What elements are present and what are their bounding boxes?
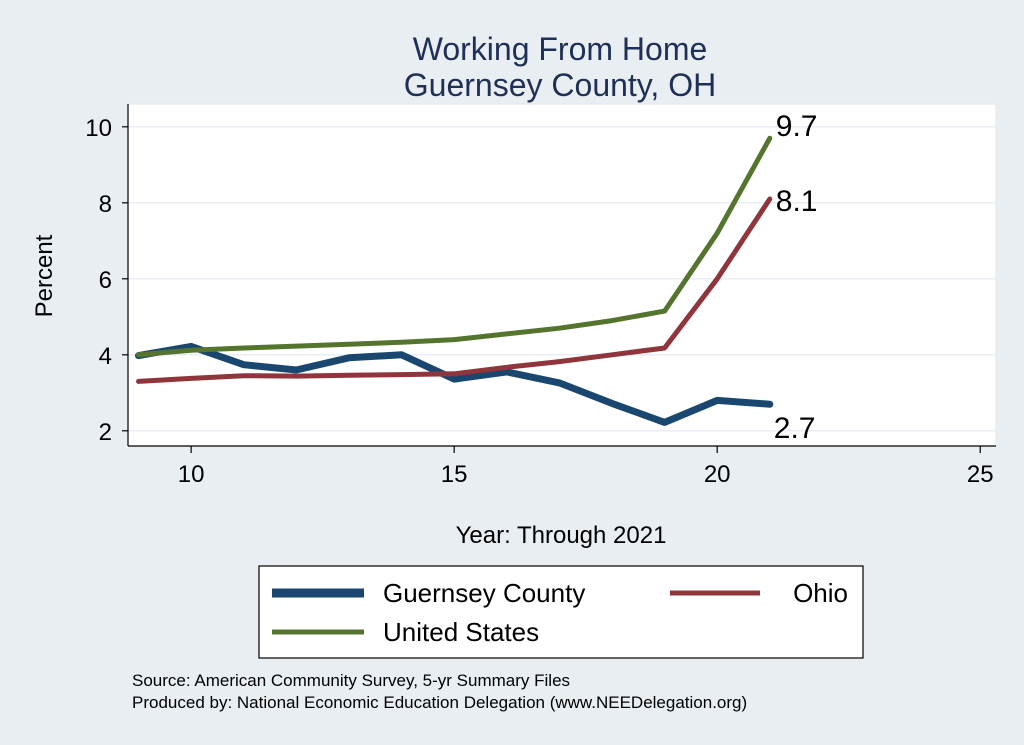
legend-label-united-states: United States: [383, 617, 539, 647]
series-line-united-states: [136, 135, 773, 358]
x-tick-label: 25: [967, 461, 994, 488]
end-label-guernsey-county: 2.7: [774, 412, 816, 445]
x-tick-label: 10: [178, 461, 205, 488]
y-tick-label: 10: [85, 115, 112, 142]
y-tick-label: 2: [99, 419, 112, 446]
plot-area: [127, 103, 997, 447]
source-note: Source: American Community Survey, 5-yr …: [132, 671, 570, 690]
y-tick-label: 4: [99, 343, 112, 370]
y-tick-label: 8: [99, 191, 112, 218]
axes: 2 4 6 8 10 10 15 20 25: [85, 104, 996, 488]
y-axis-title: Percent: [31, 234, 58, 317]
series-line-guernsey-county: [135, 342, 774, 426]
chart-title-line-1: Working From Home: [413, 31, 708, 67]
x-tick-label: 20: [704, 461, 731, 488]
x-tick-label: 15: [441, 461, 468, 488]
series-line-ohio: [136, 196, 773, 384]
series-lines: [135, 135, 774, 426]
legend-label-guernsey-county: Guernsey County: [383, 578, 585, 608]
end-labels: 2.7 8.1 9.7: [774, 110, 818, 445]
gridlines: [128, 126, 996, 432]
end-label-united-states: 9.7: [776, 110, 818, 143]
legend-label-ohio: Ohio: [793, 578, 848, 608]
x-axis-title: Year: Through 2021: [456, 522, 667, 549]
producer-note: Produced by: National Economic Education…: [132, 693, 747, 712]
legend-box: [258, 565, 864, 659]
chart-title-line-2: Guernsey County, OH: [404, 67, 716, 103]
legend: Guernsey County Ohio United States: [258, 565, 864, 659]
y-tick-label: 6: [99, 267, 112, 294]
end-label-ohio: 8.1: [776, 185, 818, 218]
